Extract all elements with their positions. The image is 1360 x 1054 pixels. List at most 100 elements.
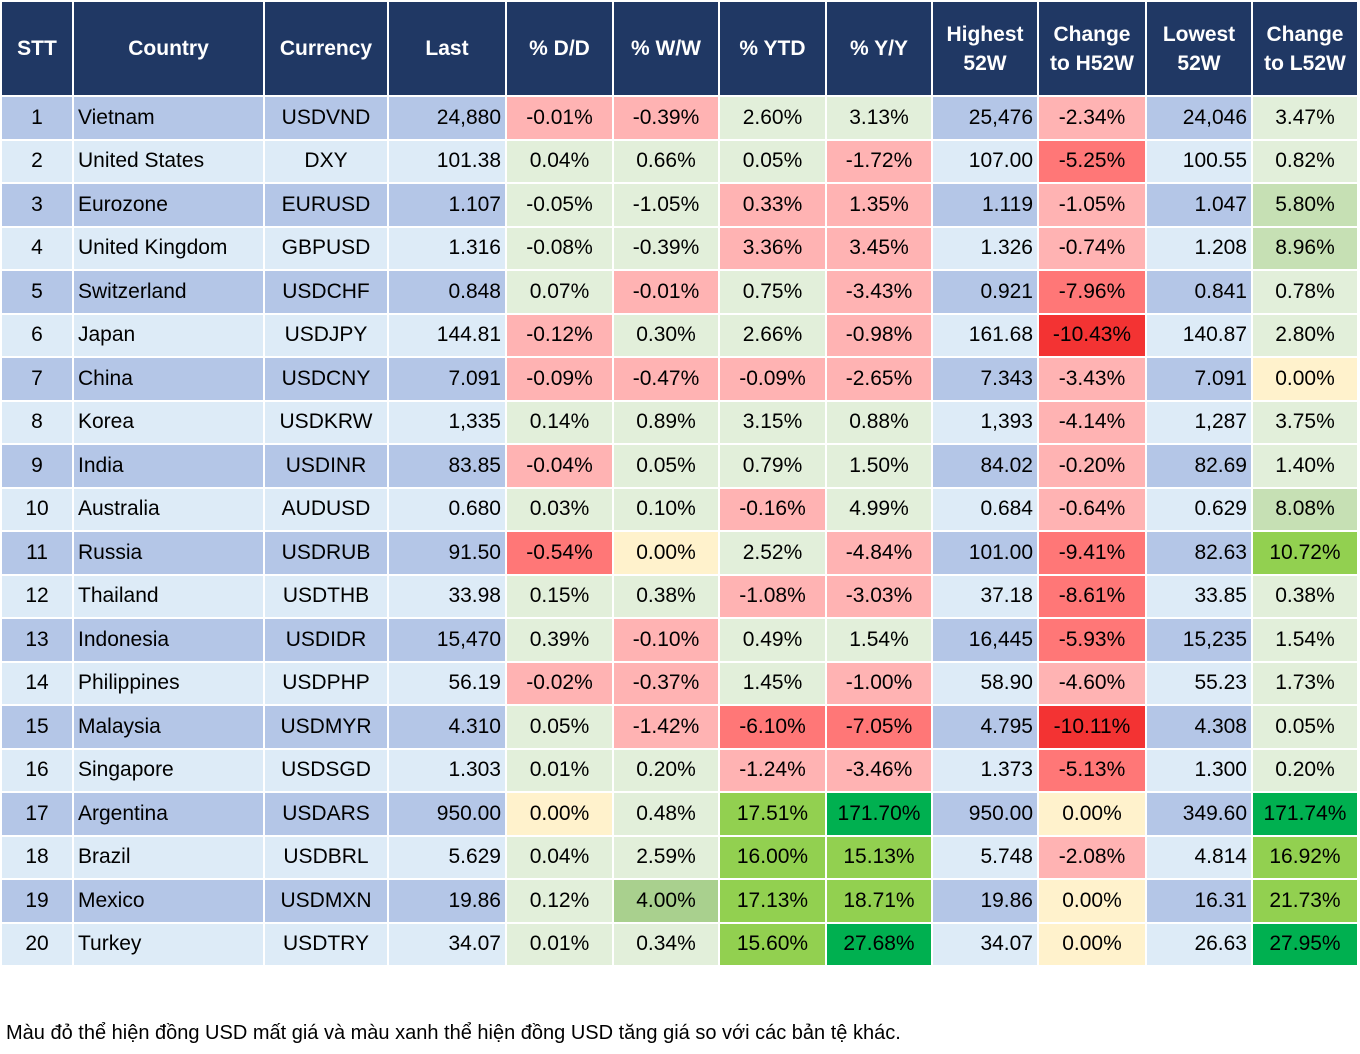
- ytd-cell: -0.09%: [718, 356, 827, 402]
- dd-cell: 0.12%: [505, 878, 614, 924]
- dd-cell: -0.54%: [505, 530, 614, 576]
- change-h52w-cell: -5.93%: [1037, 617, 1147, 663]
- ww-cell: -0.37%: [612, 660, 720, 706]
- last-cell: 0.848: [387, 269, 507, 315]
- ytd-cell: 17.13%: [718, 878, 827, 924]
- dd-cell: -0.02%: [505, 660, 614, 706]
- table-row: 9 India USDINR 83.85 -0.04% 0.05% 0.79% 1.50% 84…: [0, 443, 1359, 489]
- change-h52w-cell: 0.00%: [1037, 878, 1147, 924]
- lowest-52w-cell: 33.85: [1145, 573, 1253, 619]
- yy-cell: -3.43%: [825, 269, 933, 315]
- change-h52w-cell: -3.43%: [1037, 356, 1147, 402]
- table-row: 7 China USDCNY 7.091 -0.09% -0.47% -0.09% -2.65…: [0, 356, 1359, 402]
- currency-cell: USDIDR: [263, 617, 389, 663]
- lowest-52w-cell: 0.629: [1145, 486, 1253, 532]
- highest-52w-cell: 1.119: [931, 182, 1039, 228]
- yy-cell: 4.99%: [825, 486, 933, 532]
- ytd-cell: -1.08%: [718, 573, 827, 619]
- change-l52w-cell: 0.20%: [1251, 747, 1359, 793]
- header-lowest-52w: Lowest 52W: [1145, 0, 1253, 97]
- table-row: 20 Turkey USDTRY 34.07 0.01% 0.34% 15.60% 27.68…: [0, 921, 1359, 967]
- ytd-cell: 3.36%: [718, 225, 827, 271]
- dd-cell: 0.05%: [505, 704, 614, 750]
- last-cell: 4.310: [387, 704, 507, 750]
- country-cell: Vietnam: [72, 95, 265, 141]
- change-l52w-cell: 8.08%: [1251, 486, 1359, 532]
- stt-cell: 20: [0, 921, 74, 967]
- header-highest-52w: Highest 52W: [931, 0, 1039, 97]
- last-cell: 1.303: [387, 747, 507, 793]
- country-cell: Switzerland: [72, 269, 265, 315]
- ww-cell: 0.89%: [612, 399, 720, 445]
- dd-cell: 0.00%: [505, 791, 614, 837]
- last-cell: 15,470: [387, 617, 507, 663]
- change-l52w-cell: 2.80%: [1251, 312, 1359, 358]
- stt-cell: 2: [0, 138, 74, 184]
- table-row: 17 Argentina USDARS 950.00 0.00% 0.48% 17.51% 1…: [0, 791, 1359, 837]
- dd-cell: 0.39%: [505, 617, 614, 663]
- country-cell: Korea: [72, 399, 265, 445]
- change-h52w-cell: 0.00%: [1037, 791, 1147, 837]
- lowest-52w-cell: 1,287: [1145, 399, 1253, 445]
- last-cell: 5.629: [387, 834, 507, 880]
- currency-cell: USDTHB: [263, 573, 389, 619]
- dd-cell: -0.12%: [505, 312, 614, 358]
- ww-cell: 4.00%: [612, 878, 720, 924]
- dd-cell: -0.04%: [505, 443, 614, 489]
- ww-cell: -1.05%: [612, 182, 720, 228]
- lowest-52w-cell: 82.63: [1145, 530, 1253, 576]
- last-cell: 0.680: [387, 486, 507, 532]
- yy-cell: 3.13%: [825, 95, 933, 141]
- country-cell: Argentina: [72, 791, 265, 837]
- currency-cell: USDJPY: [263, 312, 389, 358]
- country-cell: India: [72, 443, 265, 489]
- stt-cell: 9: [0, 443, 74, 489]
- lowest-52w-cell: 16.31: [1145, 878, 1253, 924]
- currency-cell: USDMYR: [263, 704, 389, 750]
- table-row: 1 Vietnam USDVND 24,880 -0.01% -0.39% 2.60% 3.1…: [0, 95, 1359, 141]
- change-h52w-cell: -8.61%: [1037, 573, 1147, 619]
- country-cell: Mexico: [72, 878, 265, 924]
- yy-cell: 1.50%: [825, 443, 933, 489]
- header-ww: % W/W: [612, 0, 720, 97]
- country-cell: Eurozone: [72, 182, 265, 228]
- table-row: 11 Russia USDRUB 91.50 -0.54% 0.00% 2.52% -4.84…: [0, 530, 1359, 576]
- change-l52w-cell: 0.78%: [1251, 269, 1359, 315]
- yy-cell: -7.05%: [825, 704, 933, 750]
- table-row: 14 Philippines USDPHP 56.19 -0.02% -0.37% 1.45…: [0, 660, 1359, 706]
- stt-cell: 4: [0, 225, 74, 271]
- yy-cell: 1.35%: [825, 182, 933, 228]
- lowest-52w-cell: 1.300: [1145, 747, 1253, 793]
- dd-cell: 0.01%: [505, 921, 614, 967]
- last-cell: 19.86: [387, 878, 507, 924]
- currency-cell: USDVND: [263, 95, 389, 141]
- yy-cell: -3.46%: [825, 747, 933, 793]
- country-cell: Brazil: [72, 834, 265, 880]
- dd-cell: 0.04%: [505, 138, 614, 184]
- lowest-52w-cell: 26.63: [1145, 921, 1253, 967]
- lowest-52w-cell: 82.69: [1145, 443, 1253, 489]
- change-l52w-cell: 10.72%: [1251, 530, 1359, 576]
- last-cell: 950.00: [387, 791, 507, 837]
- change-h52w-cell: -0.20%: [1037, 443, 1147, 489]
- currency-cell: USDSGD: [263, 747, 389, 793]
- table-row: 3 Eurozone EURUSD 1.107 -0.05% -1.05% 0.33% 1.3…: [0, 182, 1359, 228]
- yy-cell: -0.98%: [825, 312, 933, 358]
- ytd-cell: -1.24%: [718, 747, 827, 793]
- ww-cell: 0.00%: [612, 530, 720, 576]
- stt-cell: 13: [0, 617, 74, 663]
- country-cell: Indonesia: [72, 617, 265, 663]
- dd-cell: 0.04%: [505, 834, 614, 880]
- change-h52w-cell: -10.11%: [1037, 704, 1147, 750]
- highest-52w-cell: 37.18: [931, 573, 1039, 619]
- change-l52w-cell: 3.47%: [1251, 95, 1359, 141]
- currency-cell: EURUSD: [263, 182, 389, 228]
- dd-cell: -0.01%: [505, 95, 614, 141]
- highest-52w-cell: 161.68: [931, 312, 1039, 358]
- highest-52w-cell: 1,393: [931, 399, 1039, 445]
- highest-52w-cell: 950.00: [931, 791, 1039, 837]
- table-row: 10 Australia AUDUSD 0.680 0.03% 0.10% -0.16% 4.…: [0, 486, 1359, 532]
- dd-cell: 0.07%: [505, 269, 614, 315]
- stt-cell: 1: [0, 95, 74, 141]
- change-l52w-cell: 16.92%: [1251, 834, 1359, 880]
